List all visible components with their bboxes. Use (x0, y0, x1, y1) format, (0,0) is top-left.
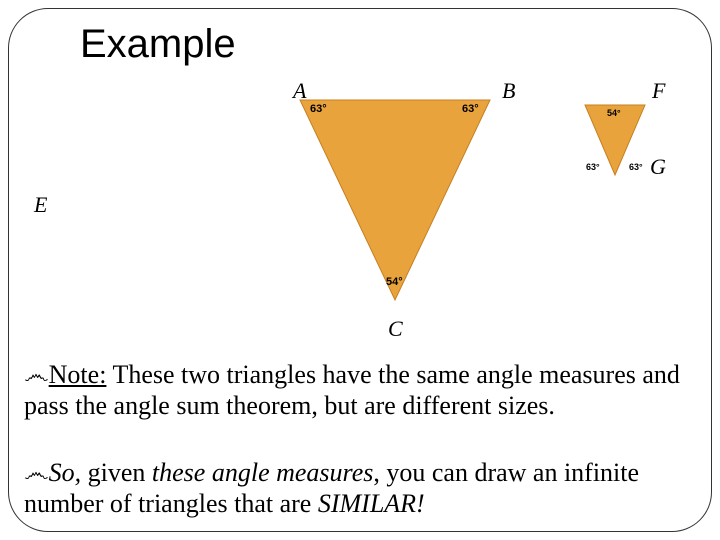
note-1-underline: Note: (49, 360, 107, 389)
note-2-measures: these angle measures (152, 458, 373, 487)
vertex-B: B (502, 78, 515, 104)
angle-C: 54° (386, 276, 403, 288)
angle-right-small: 63° (629, 162, 643, 172)
note-2-mid: given (81, 458, 152, 487)
vertex-G: G (650, 154, 666, 180)
bullet-2: ෴ (24, 458, 49, 487)
note-2-so: So, (49, 458, 82, 487)
triangle-large (300, 100, 490, 300)
vertex-A: A (293, 78, 306, 104)
triangles-svg (0, 80, 720, 360)
note-2: ෴So, given these angle measures, you can… (24, 458, 704, 519)
note-2-similar: SIMILAR! (318, 489, 425, 518)
vertex-C: C (388, 316, 403, 342)
diagram-area: A B C E F G 63° 63° 54° 54° 63° 63° (0, 80, 720, 360)
angle-left-small: 63° (586, 162, 600, 172)
note-1: ෴Note: These two triangles have the same… (24, 360, 704, 421)
vertex-E: E (34, 192, 47, 218)
angle-A: 63° (310, 103, 327, 115)
angle-B: 63° (462, 103, 479, 115)
slide-title: Example (80, 22, 236, 67)
angle-top-small: 54° (607, 108, 621, 118)
bullet-1: ෴ (24, 360, 49, 389)
vertex-F: F (652, 78, 665, 104)
note-1-rest: These two triangles have the same angle … (24, 360, 680, 420)
